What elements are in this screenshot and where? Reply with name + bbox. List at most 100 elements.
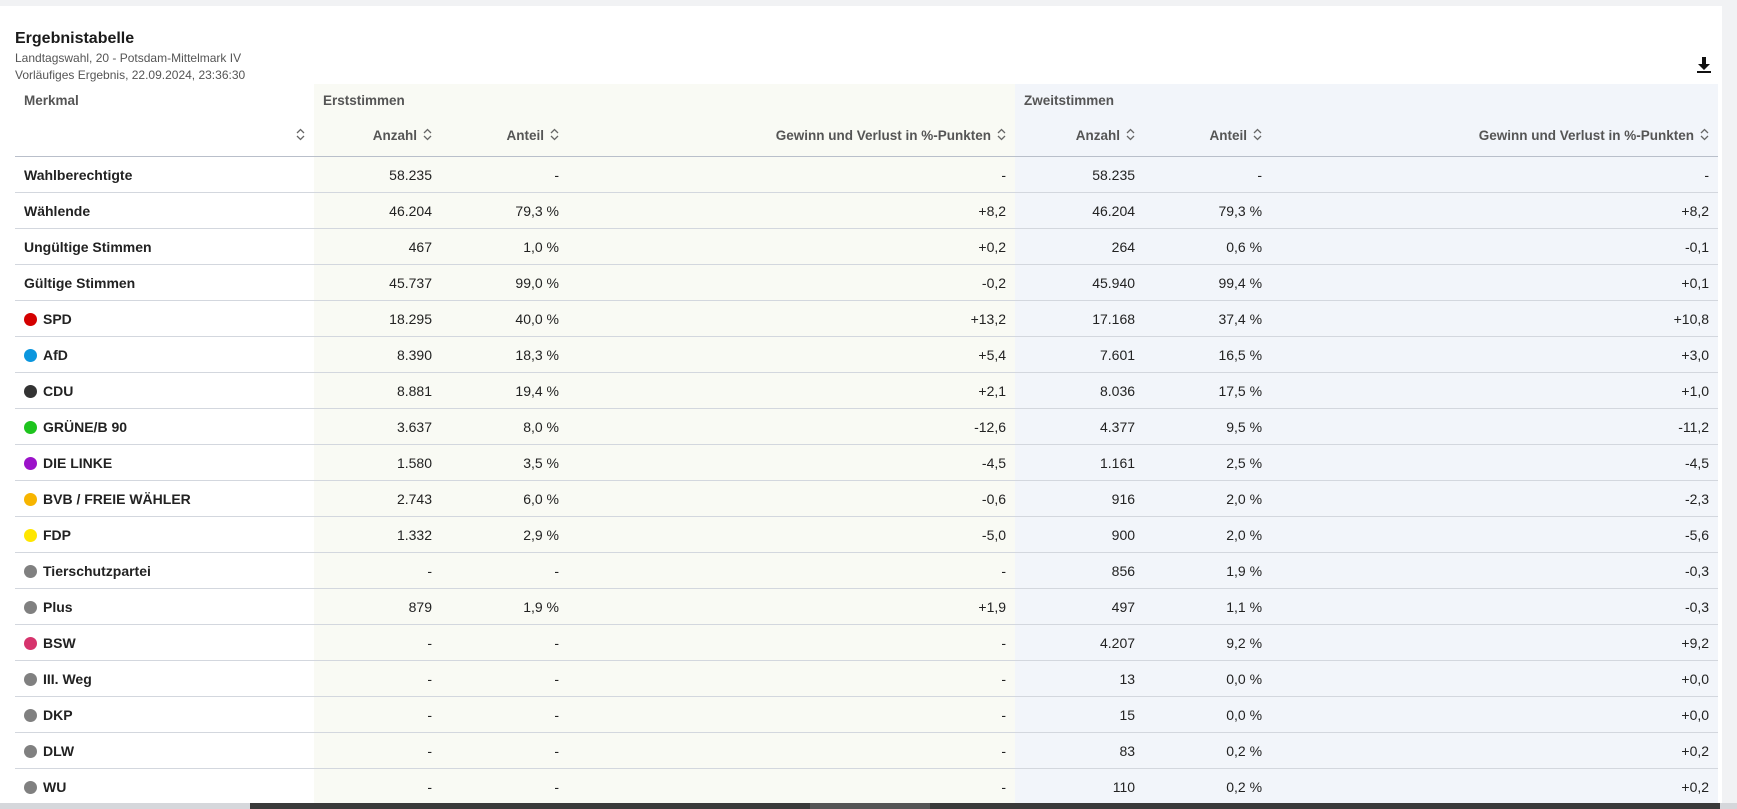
z-anzahl-cell: 7.601	[1015, 336, 1145, 373]
e-gewinn-cell: +2,1	[568, 372, 1016, 409]
e-gewinn-cell: +0,2	[568, 228, 1016, 265]
party-color-dot	[24, 672, 37, 686]
row-label: DKP	[43, 706, 73, 723]
z-gewinn-label: Gewinn und Verlust in %-Punkten	[1478, 127, 1695, 143]
e-gewinn-cell: +8,2	[568, 192, 1016, 229]
horizontal-scrollbar[interactable]	[0, 803, 1737, 809]
z-anteil-header[interactable]: Anteil	[1144, 116, 1272, 157]
merkmal-header: Merkmal	[24, 92, 79, 108]
row-label: BVB / FREIE WÄHLER	[43, 490, 191, 507]
z-gewinn-header[interactable]: Gewinn und Verlust in %-Punkten	[1271, 116, 1719, 157]
row-label-cell: GRÜNE/B 90	[15, 408, 314, 445]
party-color-dot	[24, 348, 37, 362]
table-row: Gültige Stimmen 45.737 99,0 % -0,2 45.940 99,…	[15, 264, 1719, 301]
party-color-dot	[24, 636, 37, 650]
z-anteil-cell: 0,0 %	[1144, 660, 1272, 697]
e-anzahl-cell: 1.580	[314, 444, 441, 481]
z-anzahl-cell: 8.036	[1015, 372, 1145, 409]
result-status: Vorläufiges Ergebnis, 22.09.2024, 23:36:…	[15, 68, 246, 82]
table-row: DIE LINKE 1.580 3,5 % -4,5 1.161 2,5 % -4,5	[15, 444, 1719, 481]
e-gewinn-cell: -	[568, 156, 1016, 193]
z-anteil-label: Anteil	[1209, 127, 1248, 143]
scrollbar-thumb[interactable]	[250, 803, 1720, 809]
e-anzahl-cell: -	[314, 696, 441, 733]
e-anzahl-cell: 45.737	[314, 264, 441, 301]
z-gewinn-cell: -2,3	[1271, 480, 1719, 517]
table-row: SPD 18.295 40,0 % +13,2 17.168 37,4 % +10,8	[15, 300, 1719, 337]
e-gewinn-cell: -5,0	[568, 516, 1016, 553]
e-anteil-cell: 6,0 %	[441, 480, 568, 517]
e-anzahl-cell: 2.743	[314, 480, 441, 517]
party-color-dot	[24, 456, 37, 470]
z-anteil-cell: 99,4 %	[1144, 264, 1272, 301]
z-anteil-cell: 1,1 %	[1144, 588, 1272, 625]
e-anzahl-cell: 879	[314, 588, 441, 625]
e-anteil-header[interactable]: Anteil	[441, 116, 568, 157]
e-anzahl-cell: 18.295	[314, 300, 441, 337]
e-anzahl-cell: 467	[314, 228, 441, 265]
z-anteil-cell: 0,6 %	[1144, 228, 1272, 265]
row-label: GRÜNE/B 90	[43, 418, 128, 435]
zweitstimmen-header: Zweitstimmen	[1015, 84, 1719, 116]
z-gewinn-cell: -0,1	[1271, 228, 1719, 265]
z-anteil-cell: 17,5 %	[1144, 372, 1272, 409]
e-anzahl-cell: -	[314, 660, 441, 697]
e-gewinn-cell: -4,5	[568, 444, 1016, 481]
z-gewinn-cell: +10,8	[1271, 300, 1719, 337]
e-gewinn-header[interactable]: Gewinn und Verlust in %-Punkten	[568, 116, 1016, 157]
e-anteil-cell: 1,0 %	[441, 228, 568, 265]
table-row: Wählende 46.204 79,3 % +8,2 46.204 79,3 % +8,2	[15, 192, 1719, 229]
e-anzahl-cell: -	[314, 624, 441, 661]
z-gewinn-cell: -	[1271, 156, 1719, 193]
z-anzahl-cell: 15	[1015, 696, 1145, 733]
e-anteil-cell: -	[441, 624, 568, 661]
z-anzahl-label: Anzahl	[1075, 127, 1121, 143]
e-gewinn-label: Gewinn und Verlust in %-Punkten	[775, 127, 992, 143]
sort-icon[interactable]	[1126, 128, 1135, 144]
sort-icon[interactable]	[423, 128, 432, 144]
e-anteil-cell: 2,9 %	[441, 516, 568, 553]
row-label-cell: III. Weg	[15, 660, 314, 697]
z-anteil-cell: 79,3 %	[1144, 192, 1272, 229]
row-label-cell: Ungültige Stimmen	[15, 228, 314, 265]
e-anzahl-label: Anzahl	[372, 127, 417, 143]
download-icon	[1697, 57, 1711, 73]
erststimmen-header: Erststimmen	[314, 84, 1016, 116]
download-button[interactable]	[1693, 54, 1715, 76]
row-label-cell: FDP	[15, 516, 314, 553]
e-gewinn-cell: -0,6	[568, 480, 1016, 517]
z-anteil-cell: 16,5 %	[1144, 336, 1272, 373]
z-anteil-cell: 0,0 %	[1144, 696, 1272, 733]
e-gewinn-cell: +1,9	[568, 588, 1016, 625]
z-gewinn-cell: +0,2	[1271, 768, 1719, 805]
e-anteil-cell: -	[441, 768, 568, 805]
sort-icon[interactable]	[997, 128, 1006, 144]
sort-icon[interactable]	[296, 128, 305, 144]
table-row: FDP 1.332 2,9 % -5,0 900 2,0 % -5,6	[15, 516, 1719, 553]
e-anzahl-header[interactable]: Anzahl	[314, 116, 441, 157]
e-anzahl-cell: 1.332	[314, 516, 441, 553]
row-label-cell: AfD	[15, 336, 314, 373]
table-row: Tierschutzpartei - - -856 1,9 % -0,3	[15, 552, 1719, 589]
z-anzahl-cell: 13	[1015, 660, 1145, 697]
table-row: CDU 8.881 19,4 % +2,1 8.036 17,5 % +1,0	[15, 372, 1719, 409]
z-gewinn-cell: +8,2	[1271, 192, 1719, 229]
e-anzahl-cell: 3.637	[314, 408, 441, 445]
z-gewinn-cell: +0,0	[1271, 660, 1719, 697]
party-color-dot	[24, 384, 37, 398]
sort-icon[interactable]	[550, 128, 559, 144]
row-label-cell: WU	[15, 768, 314, 805]
party-color-dot	[24, 312, 37, 326]
sort-icon[interactable]	[1700, 128, 1709, 144]
z-anzahl-header[interactable]: Anzahl	[1015, 116, 1145, 157]
row-label-cell: Tierschutzpartei	[15, 552, 314, 589]
z-anzahl-cell: 58.235	[1015, 156, 1145, 193]
z-anzahl-cell: 110	[1015, 768, 1145, 805]
e-anteil-cell: -	[441, 660, 568, 697]
z-anteil-cell: 37,4 %	[1144, 300, 1272, 337]
row-label: Wählende	[24, 202, 91, 219]
row-label-cell: DLW	[15, 732, 314, 769]
merkmal-sort-header[interactable]	[15, 116, 314, 157]
z-anzahl-cell: 900	[1015, 516, 1145, 553]
sort-icon[interactable]	[1253, 128, 1262, 144]
